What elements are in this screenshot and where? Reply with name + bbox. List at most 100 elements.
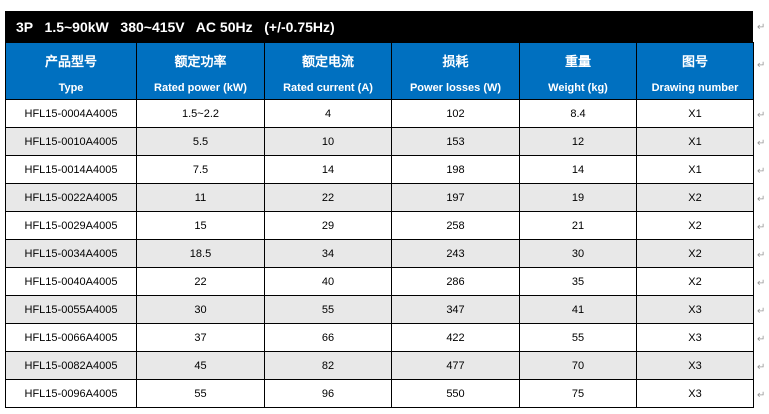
table-row: HFL15-0096A4005 55 96 550 75 X3: [5, 379, 754, 408]
column-header: 额定电流 Rated current (A): [264, 42, 392, 100]
table-cell: X2: [636, 183, 754, 212]
table-cell: 422: [391, 323, 520, 352]
table-row: HFL15-0040A4005 22 40 286 35 X2: [5, 267, 754, 296]
column-header: 图号 Drawing number: [636, 42, 754, 100]
table-row: HFL15-0029A4005 15 29 258 21 X2: [5, 211, 754, 240]
table-cell: 41: [519, 295, 637, 324]
table-cell: HFL15-0029A4005: [5, 211, 137, 240]
paragraph-mark-icon: [757, 250, 765, 261]
table-cell: X3: [636, 351, 754, 380]
table-cell: 37: [136, 323, 265, 352]
table-row: HFL15-0082A4005 45 82 477 70 X3: [5, 351, 754, 380]
table-cell: HFL15-0055A4005: [5, 295, 137, 324]
paragraph-mark-icon: [757, 194, 765, 205]
spec-table-container: 3P 1.5~90kW 380~415V AC 50Hz (+/-0.75Hz)…: [5, 11, 754, 408]
table-cell: HFL15-0082A4005: [5, 351, 137, 380]
paragraph-mark-icon: [757, 362, 765, 373]
table-cell: 34: [264, 239, 392, 268]
table-cell: 55: [136, 379, 265, 408]
table-cell: 550: [391, 379, 520, 408]
table-row: HFL15-0034A4005 18.5 34 243 30 X2: [5, 239, 754, 268]
table-row: HFL15-0014A4005 7.5 14 198 14 X1: [5, 155, 754, 184]
table-cell: 5.5: [136, 127, 265, 156]
table-cell: HFL15-0066A4005: [5, 323, 137, 352]
table-cell: 8.4: [519, 99, 637, 128]
table-cell: 22: [136, 267, 265, 296]
table-cell: 7.5: [136, 155, 265, 184]
column-header-cn: 额定电流: [301, 54, 354, 69]
spec-table: 产品型号 Type 额定功率 Rated power (kW) 额定电流 Rated cu…: [5, 42, 754, 408]
column-header-en: Weight (kg): [548, 82, 608, 94]
table-cell: HFL15-0040A4005: [5, 267, 137, 296]
paragraph-mark-icon: [757, 60, 765, 71]
table-cell: 21: [519, 211, 637, 240]
table-cell: 12: [519, 127, 637, 156]
paragraph-mark-icon: [757, 278, 765, 289]
column-header: 重量 Weight (kg): [519, 42, 637, 100]
column-header: 产品型号 Type: [5, 42, 137, 100]
table-cell: 22: [264, 183, 392, 212]
table-cell: X2: [636, 267, 754, 296]
table-cell: X1: [636, 155, 754, 184]
table-cell: X1: [636, 99, 754, 128]
column-header: 额定功率 Rated power (kW): [136, 42, 265, 100]
table-cell: 15: [136, 211, 265, 240]
table-cell: 19: [519, 183, 637, 212]
table-cell: 243: [391, 239, 520, 268]
table-cell: 11: [136, 183, 265, 212]
table-cell: 82: [264, 351, 392, 380]
column-header-en: Rated current (A): [283, 82, 373, 94]
table-cell: 40: [264, 267, 392, 296]
table-cell: 14: [519, 155, 637, 184]
column-header-cn: 图号: [681, 54, 708, 69]
table-cell: X2: [636, 239, 754, 268]
table-cell: 35: [519, 267, 637, 296]
column-header: 损耗 Power losses (W): [391, 42, 520, 100]
table-row: HFL15-0010A4005 5.5 10 153 12 X1: [5, 127, 754, 156]
table-cell: 102: [391, 99, 520, 128]
paragraph-mark-icon: [757, 390, 765, 401]
column-header-en: Drawing number: [651, 82, 739, 94]
table-cell: HFL15-0034A4005: [5, 239, 137, 268]
column-header-en: Rated power (kW): [154, 82, 247, 94]
table-cell: 10: [264, 127, 392, 156]
table-cell: X1: [636, 127, 754, 156]
table-cell: 14: [264, 155, 392, 184]
table-cell: 55: [519, 323, 637, 352]
table-cell: 29: [264, 211, 392, 240]
table-cell: 55: [264, 295, 392, 324]
column-header-cn: 重量: [564, 54, 591, 69]
paragraph-mark-icon: [757, 138, 765, 149]
column-header-cn: 产品型号: [44, 54, 97, 69]
table-cell: 30: [136, 295, 265, 324]
table-cell: 18.5: [136, 239, 265, 268]
table-title: 3P 1.5~90kW 380~415V AC 50Hz (+/-0.75Hz): [5, 11, 753, 42]
paragraph-mark-icon: [757, 222, 765, 233]
table-cell: X2: [636, 211, 754, 240]
table-cell: X3: [636, 379, 754, 408]
table-row: HFL15-0055A4005 30 55 347 41 X3: [5, 295, 754, 324]
table-cell: 153: [391, 127, 520, 156]
table-cell: 30: [519, 239, 637, 268]
column-header-cn: 损耗: [442, 54, 469, 69]
column-header-en: Type: [58, 82, 84, 94]
table-cell: X3: [636, 323, 754, 352]
table-cell: 66: [264, 323, 392, 352]
header-row: 产品型号 Type 额定功率 Rated power (kW) 额定电流 Rated cu…: [5, 42, 754, 100]
paragraph-mark-icon: [757, 22, 765, 33]
table-cell: HFL15-0014A4005: [5, 155, 137, 184]
table-cell: 258: [391, 211, 520, 240]
table-cell: 70: [519, 351, 637, 380]
paragraph-mark-icon: [757, 110, 765, 121]
column-header-en: Power losses (W): [409, 82, 502, 94]
paragraph-mark-icon: [757, 166, 765, 177]
table-cell: 45: [136, 351, 265, 380]
table-cell: 477: [391, 351, 520, 380]
table-cell: HFL15-0022A4005: [5, 183, 137, 212]
column-header-cn: 额定功率: [174, 54, 227, 69]
table-cell: 1.5~2.2: [136, 99, 265, 128]
table-cell: HFL15-0004A4005: [5, 99, 137, 128]
table-cell: HFL15-0010A4005: [5, 127, 137, 156]
table-cell: 96: [264, 379, 392, 408]
table-cell: 286: [391, 267, 520, 296]
